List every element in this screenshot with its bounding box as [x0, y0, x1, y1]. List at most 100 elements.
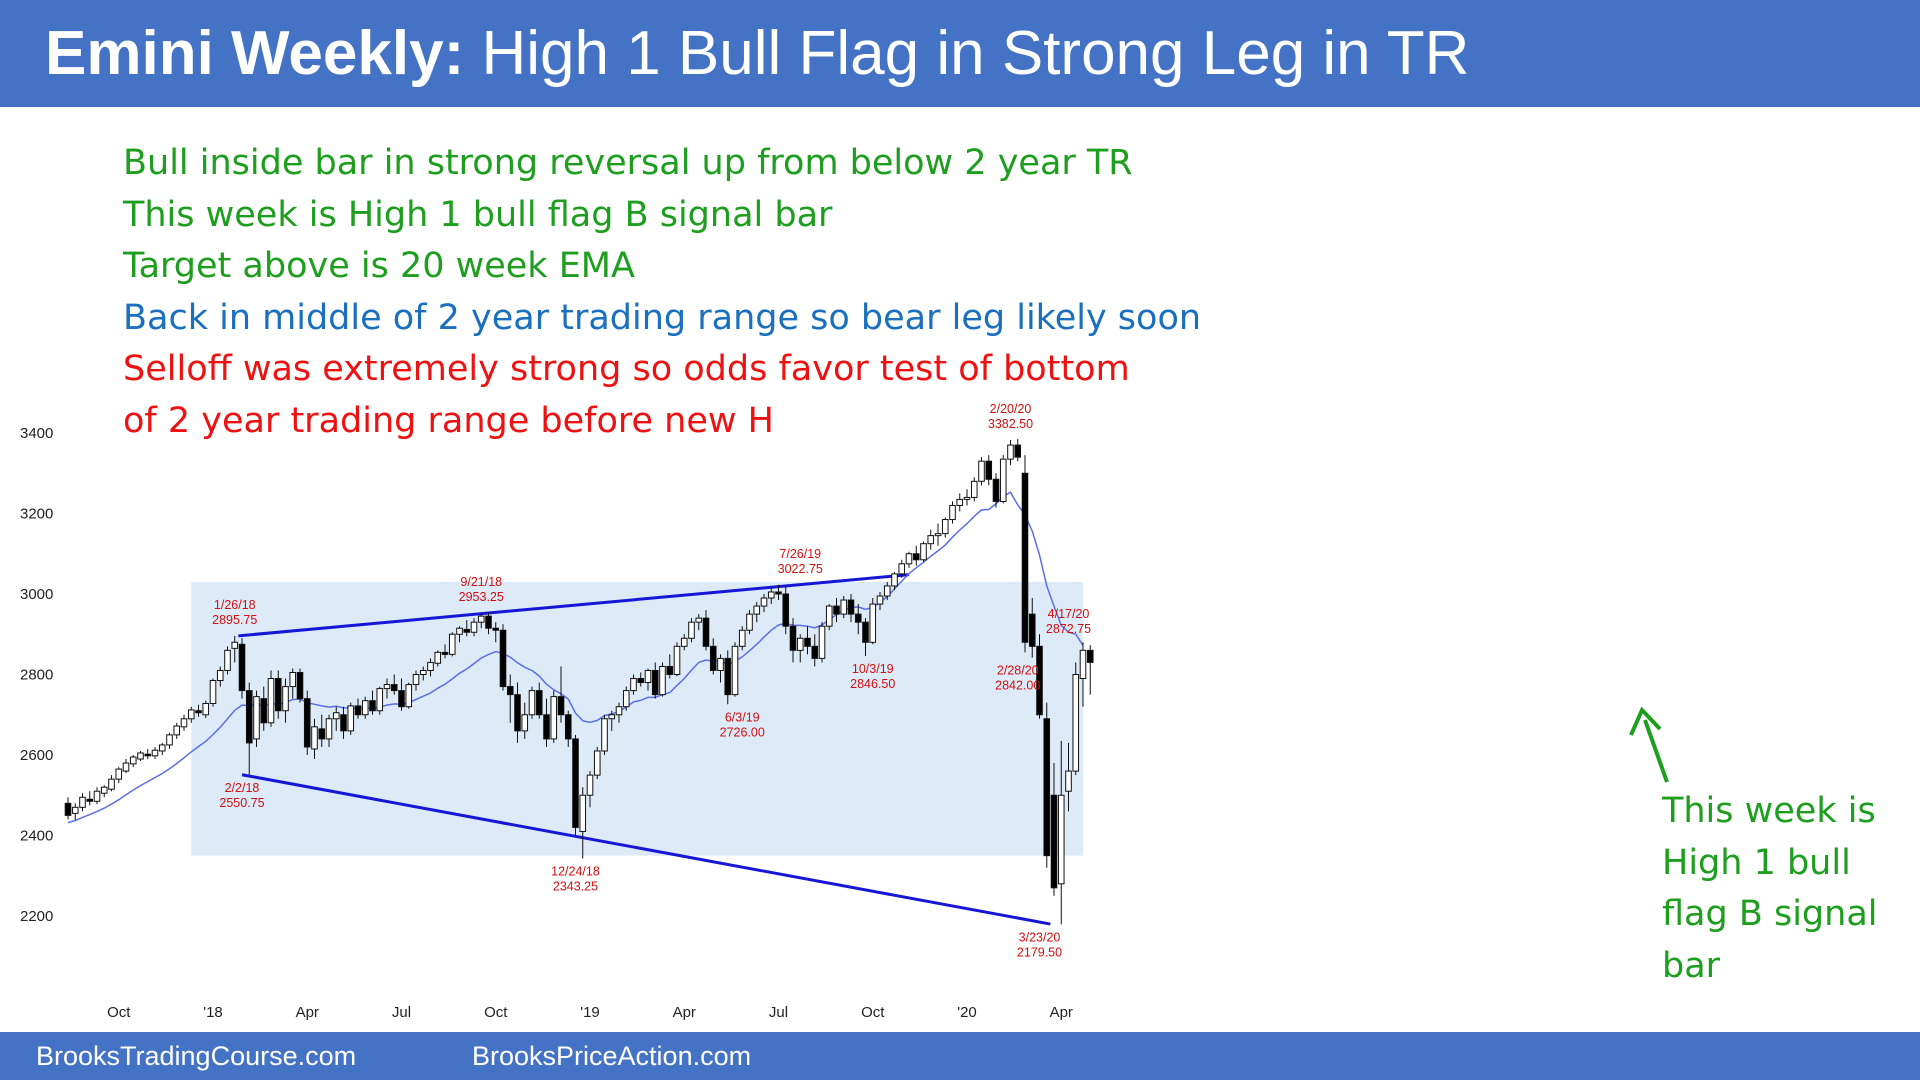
y-tick-label: 2800 — [20, 667, 53, 684]
bear-candle-body — [274, 678, 282, 712]
bear-candle-body — [572, 738, 579, 828]
bull-candle-body — [550, 696, 558, 740]
bear-candle-body — [992, 478, 1000, 502]
bear-candle-body — [833, 605, 840, 615]
callout-line: bar — [1662, 945, 1721, 986]
bull-candle-body — [999, 458, 1007, 502]
annotation-price: 3022.75 — [778, 562, 823, 576]
x-tick-label: '19 — [580, 1004, 600, 1021]
bull-candle-body — [767, 591, 775, 599]
bear-candle-body — [557, 696, 565, 716]
x-tick-label: Oct — [107, 1004, 131, 1021]
bear-candle-body — [390, 684, 398, 692]
bear-candle-body — [340, 714, 347, 732]
annotation-price: 2953.25 — [459, 590, 504, 604]
candle — [253, 690, 260, 747]
bull-candle-body — [825, 605, 833, 627]
candle — [644, 668, 652, 691]
candle — [216, 666, 224, 687]
bull-candle-body — [93, 790, 101, 802]
candle — [601, 714, 608, 755]
candle — [956, 493, 964, 512]
bull-candle-body — [840, 599, 848, 615]
candle — [949, 501, 956, 524]
candle — [717, 654, 724, 683]
candle — [557, 666, 565, 723]
candle — [129, 755, 137, 768]
footer-bar: BrooksTradingCourse.com BrooksPriceActio… — [0, 1032, 1920, 1080]
candle — [796, 634, 804, 663]
bear-candle-body — [702, 617, 710, 647]
bull-candle-body — [630, 678, 637, 692]
bull-candle-body — [267, 678, 275, 724]
candle — [332, 706, 340, 731]
candle — [202, 700, 210, 718]
candle — [543, 698, 550, 747]
annotation-price: 3382.50 — [988, 417, 1033, 431]
bull-candle-body — [1072, 674, 1080, 772]
footer-link-trading-course[interactable]: BrooksTradingCourse.com — [36, 1041, 357, 1071]
candle — [702, 610, 710, 651]
candle — [1065, 742, 1072, 812]
footer-link-price-action[interactable]: BrooksPriceAction.com — [472, 1041, 752, 1071]
candle — [673, 642, 681, 677]
candle — [521, 702, 529, 739]
candle — [572, 734, 579, 836]
bear-candle-body — [514, 694, 521, 732]
annotation-date: 3/23/20 — [1019, 930, 1061, 944]
annotation-date: 10/3/19 — [852, 662, 894, 676]
bear-candle-body — [564, 714, 572, 740]
bull-candle-body — [129, 756, 137, 765]
bear-candle-body — [782, 593, 790, 627]
bull-candle-body — [166, 734, 173, 746]
bull-candle-body — [224, 649, 231, 671]
candle — [963, 489, 971, 506]
bull-candle-body — [579, 794, 587, 832]
candle — [825, 604, 833, 631]
candle — [804, 626, 811, 655]
candle — [137, 750, 144, 762]
candle — [282, 678, 289, 723]
candle — [86, 791, 94, 806]
commentary-notes: Bull inside bar in strong reversal up fr… — [123, 138, 1201, 447]
candle — [651, 662, 659, 699]
candle — [695, 614, 703, 631]
note-line: Selloff was extremely strong so odds fav… — [123, 349, 1130, 389]
bull-candle-body — [695, 617, 703, 623]
candle — [224, 646, 231, 675]
candle — [79, 793, 86, 812]
x-tick-label: Apr — [296, 1004, 319, 1021]
candle — [412, 670, 420, 691]
bull-candle-body — [905, 553, 913, 565]
bull-candle-body — [477, 615, 485, 623]
candle — [840, 596, 848, 619]
candle — [912, 545, 920, 566]
candle — [586, 771, 594, 808]
y-tick-label: 2200 — [20, 908, 53, 925]
annotation-price: 2895.75 — [212, 613, 257, 627]
candle — [847, 594, 855, 623]
candle — [920, 541, 927, 562]
candle — [122, 759, 130, 774]
candle — [775, 584, 782, 601]
y-tick-label: 2600 — [20, 747, 53, 764]
x-tick-label: '20 — [957, 1004, 977, 1021]
candle — [144, 748, 152, 760]
bull-candle-body — [688, 621, 695, 639]
trendline — [238, 573, 910, 638]
bull-candle-body — [673, 645, 681, 676]
annotation-price: 2846.50 — [850, 677, 895, 691]
bull-candle-body — [361, 700, 369, 716]
callout-line: High 1 bull — [1662, 842, 1851, 883]
annotation-date: 2/20/20 — [990, 402, 1032, 416]
annotation-date: 2/2/18 — [225, 781, 260, 795]
bull-candle-body — [818, 625, 826, 659]
bull-candle-body — [738, 629, 746, 647]
candle — [180, 714, 188, 731]
trendline — [241, 773, 1051, 926]
bear-candle-body — [195, 710, 202, 714]
bear-candle-body — [666, 665, 674, 676]
candle — [1043, 702, 1051, 868]
x-tick-label: Jul — [769, 1004, 788, 1021]
annotation-price: 2179.50 — [1017, 945, 1062, 959]
